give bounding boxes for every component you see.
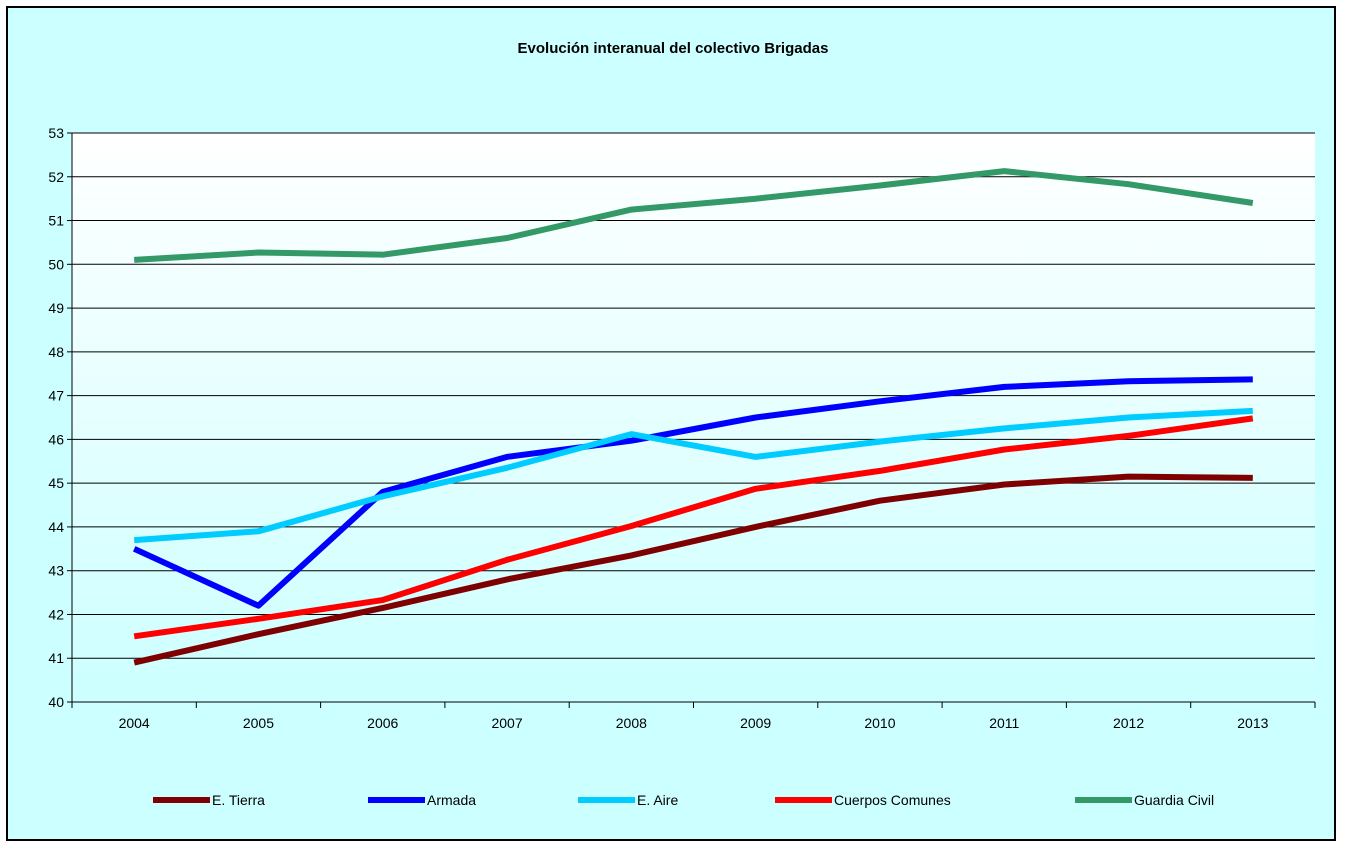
series-line-e-tierra bbox=[133, 473, 1253, 666]
series-line-armada bbox=[132, 376, 1253, 609]
legend-label-e-aire: E. Aire bbox=[637, 792, 678, 808]
x-tick-label: 2010 bbox=[864, 715, 895, 731]
x-tick-label: 2006 bbox=[367, 715, 398, 731]
y-tick-label: 51 bbox=[48, 213, 64, 229]
y-tick-label: 53 bbox=[48, 125, 64, 141]
y-tick-label: 52 bbox=[48, 169, 64, 185]
x-tick-label: 2004 bbox=[119, 715, 150, 731]
y-tick-label: 43 bbox=[48, 563, 64, 579]
series-lines bbox=[132, 168, 1254, 666]
y-tick-label: 42 bbox=[48, 606, 64, 622]
y-tick-label: 46 bbox=[48, 431, 64, 447]
x-tick-label: 2011 bbox=[989, 715, 1019, 731]
y-tick-label: 48 bbox=[48, 344, 64, 360]
legend-label-guardia-civil: Guardia Civil bbox=[1134, 792, 1214, 808]
y-tick-label: 45 bbox=[48, 475, 64, 491]
x-tick-label: 2009 bbox=[740, 715, 771, 731]
x-tick-label: 2013 bbox=[1237, 715, 1268, 731]
x-tick-label: 2007 bbox=[491, 715, 522, 731]
y-tick-label: 47 bbox=[48, 388, 64, 404]
y-tick-label: 50 bbox=[48, 256, 64, 272]
legend: E. Tierra Armada E. Aire Cuerpos Comunes Gua… bbox=[153, 792, 1214, 808]
legend-label-armada: Armada bbox=[427, 792, 476, 808]
y-tick-label: 44 bbox=[48, 519, 64, 535]
chart-title: Evolución interanual del colectivo Briga… bbox=[517, 40, 829, 57]
x-tick-label: 2012 bbox=[1113, 715, 1144, 731]
legend-label-e-tierra: E. Tierra bbox=[212, 792, 265, 808]
axes: 40 41 42 43 44 45 46 47 48 49 50 51 52 53 2004 2005 2006… bbox=[48, 125, 1316, 731]
series-line-cuerpos-comunes bbox=[133, 415, 1254, 640]
series-line-e-aire bbox=[133, 407, 1253, 544]
x-tick-label: 2005 bbox=[243, 715, 274, 731]
x-tick-label: 2008 bbox=[616, 715, 647, 731]
legend-label-cuerpos-comunes: Cuerpos Comunes bbox=[834, 792, 951, 808]
y-tick-label: 40 bbox=[48, 694, 64, 710]
series-line-guardia-civil bbox=[134, 168, 1254, 263]
y-tick-label: 41 bbox=[48, 650, 64, 666]
y-tick-label: 49 bbox=[48, 300, 64, 316]
